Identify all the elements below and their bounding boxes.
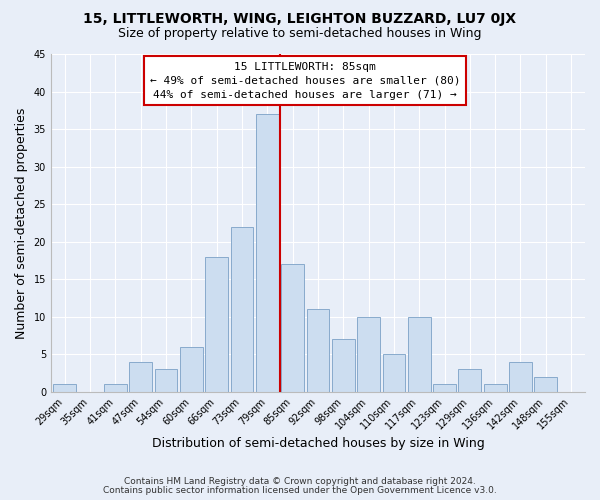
Bar: [53, 384, 76, 392]
Text: Contains public sector information licensed under the Open Government Licence v3: Contains public sector information licen…: [103, 486, 497, 495]
Bar: [383, 354, 405, 392]
X-axis label: Distribution of semi-detached houses by size in Wing: Distribution of semi-detached houses by …: [152, 437, 484, 450]
Bar: [155, 369, 178, 392]
Bar: [256, 114, 279, 392]
Text: 15, LITTLEWORTH, WING, LEIGHTON BUZZARD, LU7 0JX: 15, LITTLEWORTH, WING, LEIGHTON BUZZARD,…: [83, 12, 517, 26]
Bar: [433, 384, 456, 392]
Bar: [458, 369, 481, 392]
Bar: [484, 384, 506, 392]
Text: 15 LITTLEWORTH: 85sqm
← 49% of semi-detached houses are smaller (80)
44% of semi: 15 LITTLEWORTH: 85sqm ← 49% of semi-deta…: [150, 62, 461, 100]
Bar: [281, 264, 304, 392]
Text: Size of property relative to semi-detached houses in Wing: Size of property relative to semi-detach…: [118, 28, 482, 40]
Bar: [535, 376, 557, 392]
Bar: [130, 362, 152, 392]
Bar: [307, 309, 329, 392]
Y-axis label: Number of semi-detached properties: Number of semi-detached properties: [15, 107, 28, 338]
Bar: [332, 339, 355, 392]
Bar: [408, 316, 431, 392]
Bar: [357, 316, 380, 392]
Text: Contains HM Land Registry data © Crown copyright and database right 2024.: Contains HM Land Registry data © Crown c…: [124, 477, 476, 486]
Bar: [230, 226, 253, 392]
Bar: [509, 362, 532, 392]
Bar: [180, 346, 203, 392]
Bar: [205, 256, 228, 392]
Bar: [104, 384, 127, 392]
